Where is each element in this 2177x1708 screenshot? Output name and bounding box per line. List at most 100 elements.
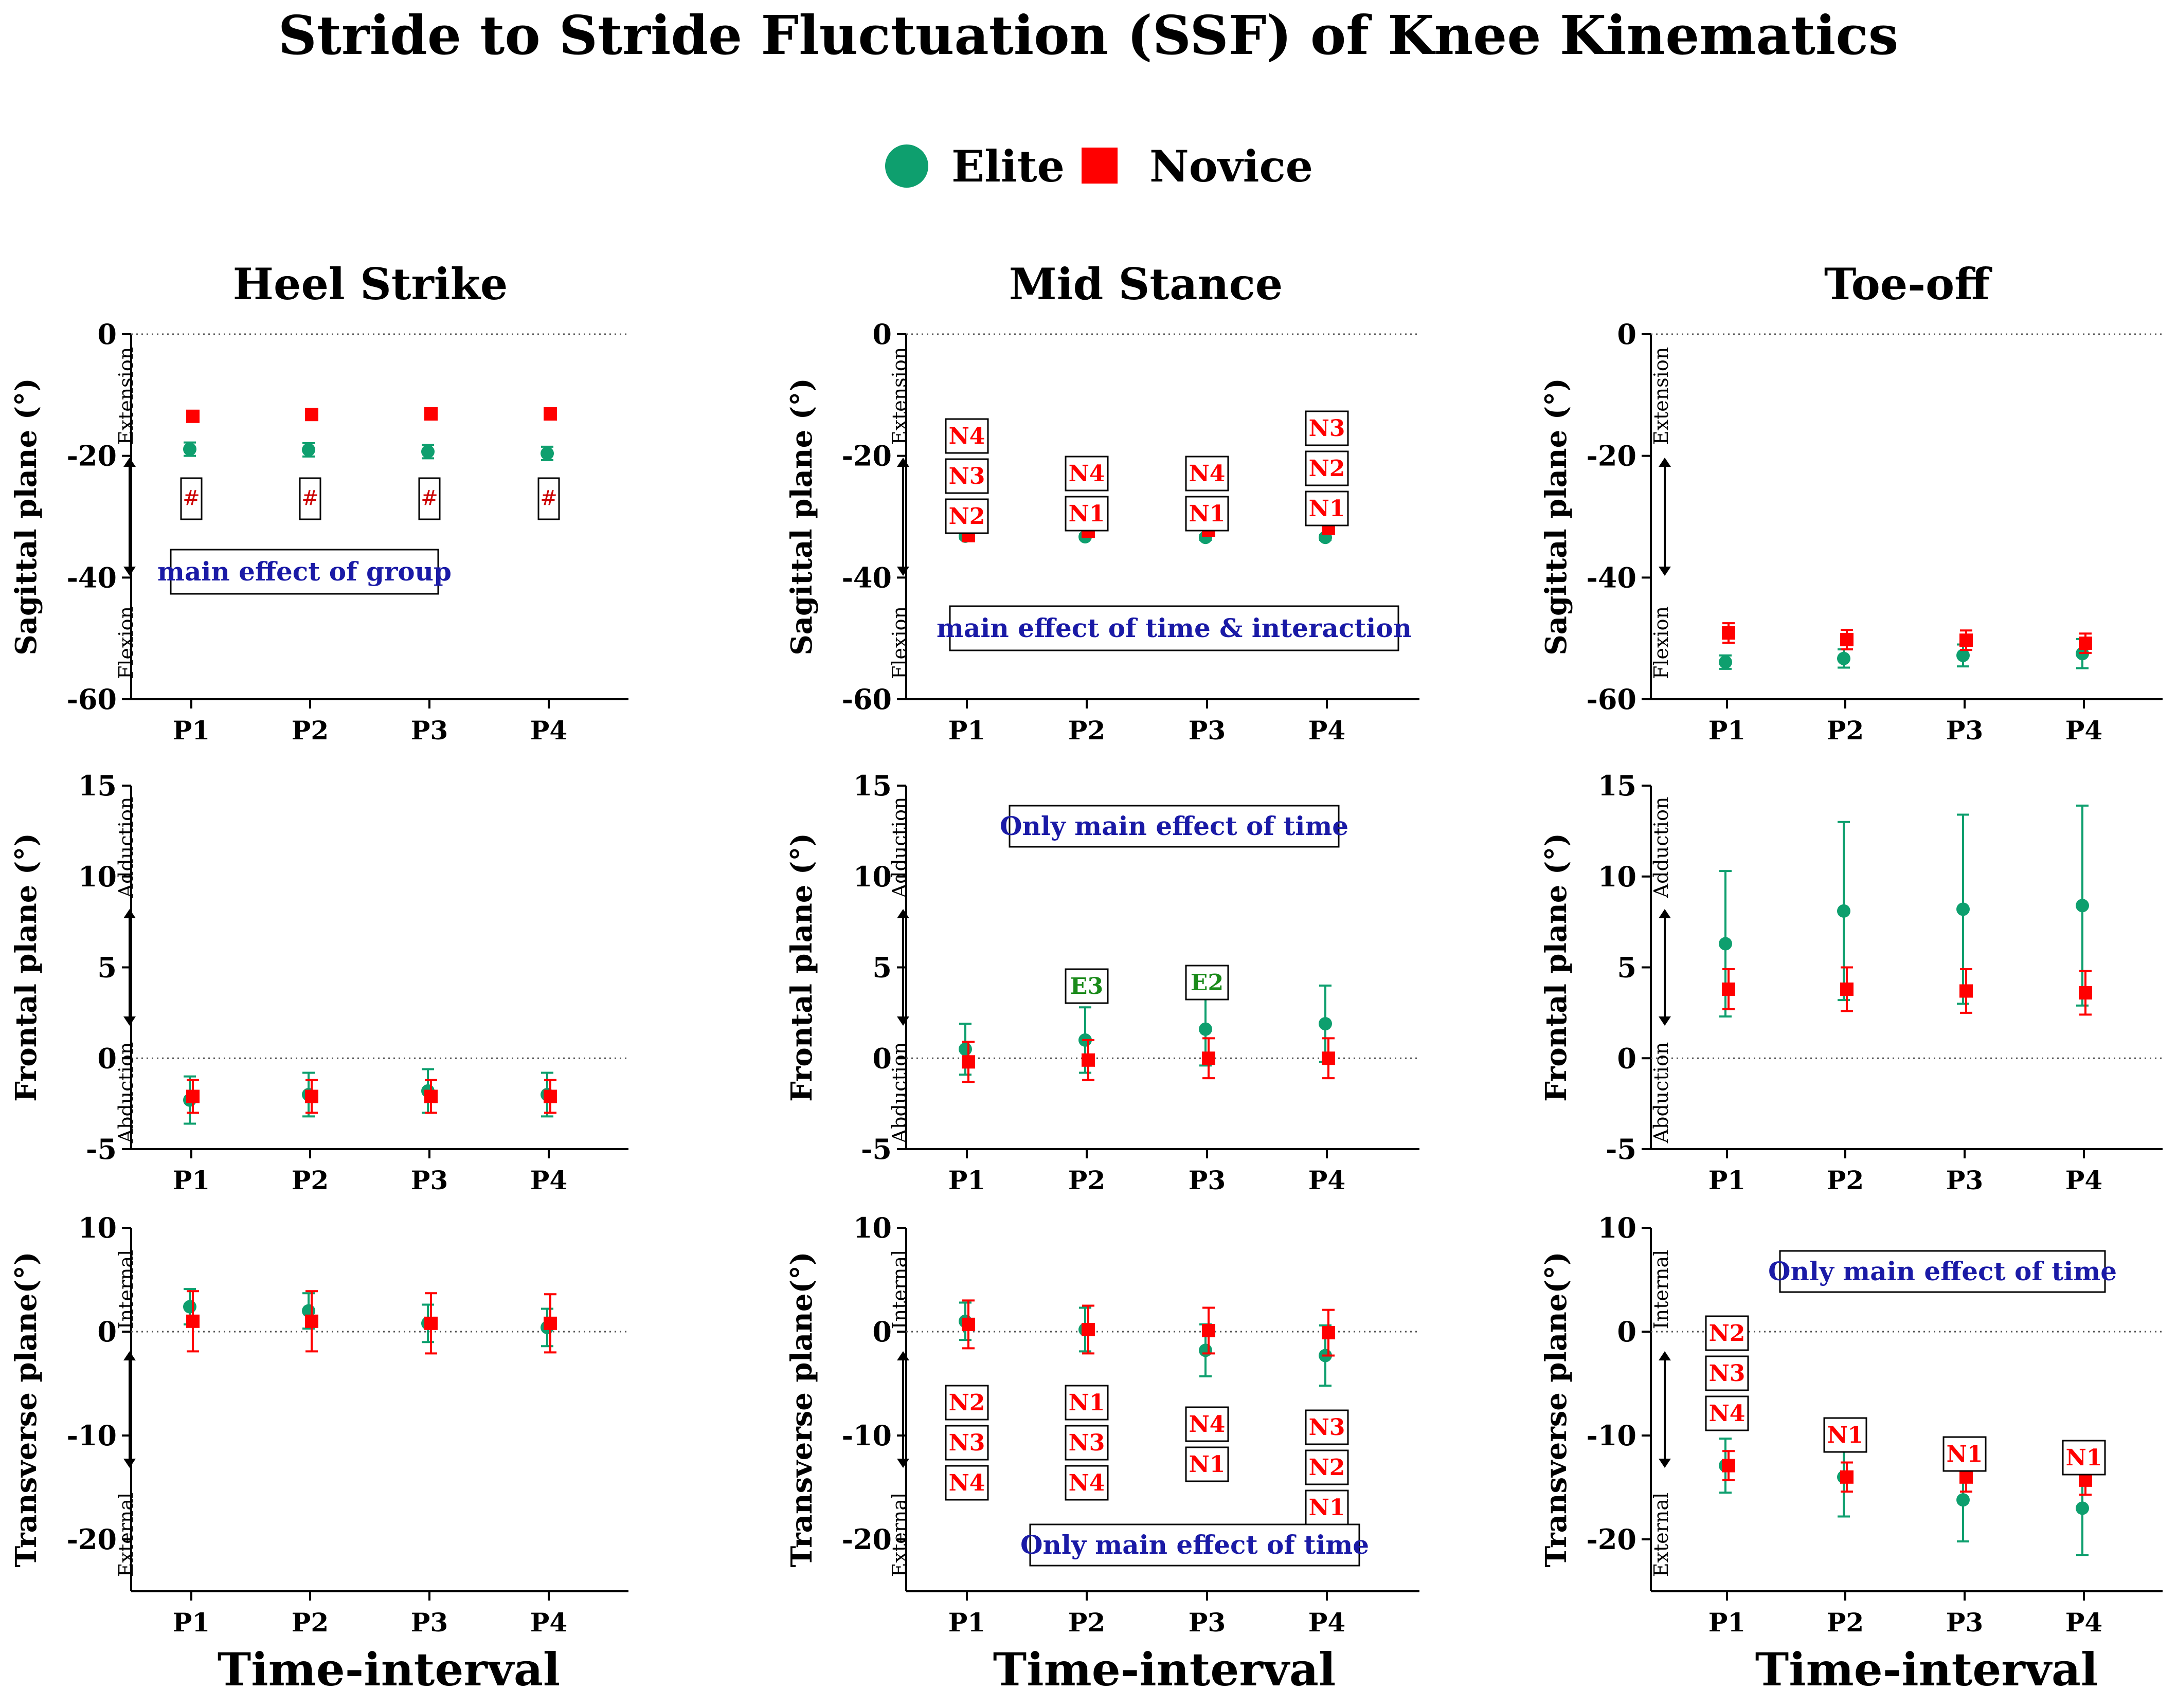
- novice-marker: [305, 1314, 318, 1328]
- novice-marker: [1840, 633, 1854, 647]
- y-axis-title: Transverse plane(°): [785, 1251, 819, 1567]
- direction-label-bottom: External: [888, 1493, 911, 1577]
- novice-point-P1: [962, 1041, 975, 1083]
- elite-point-P1: [183, 441, 196, 457]
- significance-badge: [2062, 1440, 2106, 1476]
- significance-badge-label: N2: [1309, 456, 1345, 482]
- elite-point-P2: [1837, 821, 1850, 1002]
- figure-title: Stride to Stride Fluctuation (SSF) of Kn…: [278, 4, 1899, 67]
- significance-badge: [418, 477, 441, 520]
- y-tick-label: 10: [1598, 1211, 1636, 1244]
- y-tick-label: 0: [1617, 1042, 1636, 1075]
- elite-marker: [183, 1300, 196, 1314]
- panel-to-tra: 10 0 -10 -20 P1 P2 P3 P4 Transverse plane(°) Inte…: [1539, 1211, 2163, 1638]
- y-tick-label: -40: [66, 561, 117, 594]
- novice-point-P3: [424, 1079, 438, 1114]
- y-axis-title: Sagittal plane (°): [9, 378, 43, 656]
- significance-badge-label: E2: [1191, 970, 1224, 996]
- y-tick-label: 0: [97, 318, 117, 351]
- novice-marker: [1840, 1470, 1854, 1484]
- elite-marker: [421, 445, 435, 459]
- significance-badge-label: N1: [1947, 1441, 1983, 1467]
- direction-label-bottom: External: [115, 1493, 137, 1577]
- elite-point-P2: [302, 442, 315, 458]
- y-tick-label: -60: [66, 683, 117, 716]
- y-tick-label: 0: [1617, 1315, 1636, 1348]
- significance-badge: [1305, 490, 1349, 526]
- x-tick-label: P2: [1827, 1165, 1864, 1195]
- panel-ms-sag: 0 -20 -40 -60 P1 P2 P3 P4 Sagittal plane (°) Exte…: [785, 318, 1419, 746]
- y-tick-label: 5: [1617, 951, 1636, 984]
- significance-badge-label: N1: [1069, 501, 1105, 527]
- x-tick-label: P4: [1308, 1165, 1345, 1195]
- x-tick-label: P2: [1068, 1607, 1105, 1638]
- elite-marker: [2076, 899, 2089, 913]
- novice-marker: [2079, 986, 2092, 1000]
- y-tick-label: -40: [841, 561, 892, 594]
- significance-badge-label: #: [183, 486, 200, 510]
- y-tick-label: 5: [97, 951, 117, 984]
- panel-hs-tra: 10 0 -10 -20 P1 P2 P3 P4 Transverse plane(°) Inte…: [9, 1211, 628, 1638]
- novice-marker: [424, 1316, 438, 1330]
- significance-badge: [299, 477, 321, 520]
- significance-badge: [945, 498, 989, 534]
- elite-point-P1: [1719, 654, 1732, 670]
- y-tick-label: -60: [1586, 683, 1636, 716]
- x-tick-label: P1: [1708, 1165, 1746, 1195]
- arrowhead-down-icon: [123, 1016, 136, 1026]
- y-tick-label: -20: [841, 1523, 892, 1556]
- direction-label-top: Extension: [1650, 347, 1672, 445]
- column-title-mid-stance: Mid Stance: [1009, 259, 1283, 310]
- x-tick-label: P4: [2065, 1165, 2102, 1195]
- significance-badge-label: N3: [1309, 1414, 1345, 1441]
- legend-elite-label: Elite: [951, 141, 1065, 192]
- significance-badge-label: #: [540, 486, 557, 510]
- x-tick-label: P2: [1827, 715, 1864, 746]
- note-box: [170, 549, 439, 595]
- x-tick-label: P1: [948, 715, 985, 746]
- elite-marker: [1199, 1343, 1212, 1357]
- note-text: Only main effect of time: [1768, 1256, 2117, 1286]
- novice-marker: [424, 1089, 438, 1103]
- y-tick-label: -20: [1586, 1523, 1636, 1556]
- novice-point-P1: [1722, 1450, 1735, 1481]
- x-tick-label: P3: [411, 715, 448, 746]
- elite-marker: [1956, 648, 1970, 662]
- significance-badge-label: #: [301, 486, 319, 510]
- panel-to-fro: 15 10 5 0 -5 P1 P2 P3 P4 Frontal plane (°) Adducti…: [1539, 769, 2163, 1195]
- legend-novice-label: Novice: [1149, 141, 1313, 192]
- arrowhead-up-icon: [1659, 1351, 1671, 1360]
- novice-marker: [544, 1316, 557, 1330]
- direction-label-top: Adduction: [888, 797, 911, 899]
- arrowhead-up-icon: [123, 458, 136, 467]
- y-tick-label: 15: [78, 769, 117, 802]
- y-tick-label: -10: [1586, 1419, 1636, 1452]
- significance-badge: [945, 1465, 989, 1501]
- significance-badge-label: N1: [1069, 1390, 1105, 1416]
- elite-marker: [1199, 1022, 1212, 1036]
- novice-marker: [1202, 1051, 1215, 1065]
- elite-point-P4: [1319, 984, 1332, 1063]
- y-axis-title: Transverse plane(°): [1539, 1251, 1573, 1567]
- x-axis-title-heel-strike: Time-interval: [218, 1643, 561, 1696]
- novice-point-P1: [962, 1299, 975, 1350]
- arrowhead-down-icon: [1659, 1459, 1671, 1468]
- novice-point-P2: [1082, 1304, 1095, 1355]
- novice-point-P2: [1082, 1039, 1095, 1081]
- novice-point-P4: [2079, 970, 2092, 1016]
- y-tick-label: -5: [86, 1133, 117, 1166]
- elite-point-P3: [1956, 643, 1970, 668]
- y-tick-label: -10: [841, 1419, 892, 1452]
- significance-badge-label: N2: [949, 503, 985, 530]
- significance-badge: [1065, 1465, 1109, 1501]
- direction-label-top: Adduction: [115, 797, 137, 899]
- significance-badge-label: N3: [1309, 415, 1345, 442]
- novice-point-P2: [305, 408, 318, 422]
- novice-marker: [305, 1089, 318, 1103]
- significance-badge: [1185, 1406, 1229, 1442]
- novice-point-P1: [186, 1079, 200, 1114]
- panel-hs-sag: 0 -20 -40 -60 P1 P2 P3 P4 Sagittal plane (°) Exte…: [9, 318, 628, 746]
- arrowhead-down-icon: [897, 567, 909, 576]
- x-tick-label: P3: [1946, 1165, 1983, 1195]
- x-tick-label: P3: [1946, 1607, 1983, 1638]
